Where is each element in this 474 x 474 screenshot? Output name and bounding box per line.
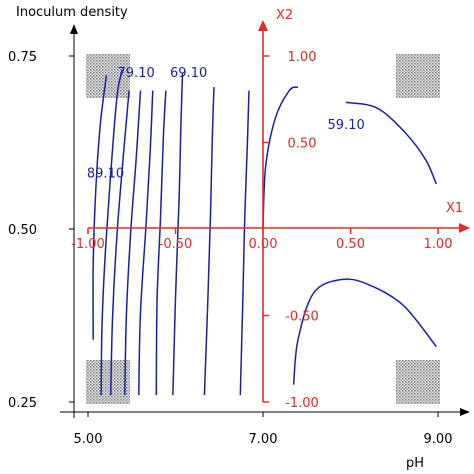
contour-line [124,90,142,396]
contour-labels: 79.10 69.10 59.10 89.10 [87,66,365,181]
x1-tick-label: 0.50 [336,237,365,252]
contour-line [239,90,250,396]
contour-label: 89.10 [87,166,124,181]
contour-lines [92,69,437,396]
shaded-corner-bottom-left [86,360,130,404]
x2-tick-label: -1.00 [285,396,319,411]
x-tick-label: 5.00 [74,432,103,447]
y-tick-label: 0.50 [8,223,37,238]
contour-line [203,87,215,396]
contour-line [262,86,299,230]
contour-line [172,73,184,396]
contour-line [100,69,123,396]
y-axis-arrow [70,24,78,34]
x2-axis-arrow [258,20,268,31]
x-tick-label: 9.00 [424,432,453,447]
x1-tick-label: 0.00 [249,237,278,252]
x2-tick-label: 1.00 [288,50,317,65]
y-axis-label: Inoculum density [16,5,128,20]
contour-line [292,278,437,385]
shaded-corner-top-left [86,54,130,98]
x-tick-label: 7.00 [249,432,278,447]
coded-axis-ticks: -1.00 -0.50 0.00 0.50 1.00 1.00 0.50 -0.50 -1.00 [71,50,452,411]
x1-axis-label: X1 [446,201,463,216]
x2-tick-label: -0.50 [285,310,319,325]
x-axis-label: pH [406,456,424,471]
main-axes: Inoculum density pH [16,5,470,471]
contour-label: 69.10 [170,66,207,81]
contour-label: 59.10 [328,118,365,133]
contour-line [138,90,154,396]
contour-line [155,90,167,396]
x1-tick-label: 1.00 [424,237,453,252]
x2-tick-label: 0.50 [288,137,317,152]
shaded-corner-regions [86,54,440,404]
shaded-corner-top-right [396,54,440,98]
shaded-corner-bottom-right [396,360,440,404]
x1-tick-label: -0.50 [159,237,193,252]
x1-axis-arrow [459,223,470,233]
y-tick-label: 0.75 [8,50,37,65]
x2-axis-label: X2 [276,8,293,23]
coded-axes: X1 X2 [88,8,470,402]
x-axis-arrow [460,408,470,416]
contour-line [345,101,437,185]
contour-line [92,75,108,340]
contour-label: 79.10 [118,66,155,81]
main-axis-ticks: 5.00 7.00 9.00 0.25 0.50 0.75 [8,50,452,447]
contour-line [109,90,130,396]
y-tick-label: 0.25 [8,396,37,411]
x1-tick-label: -1.00 [71,237,105,252]
